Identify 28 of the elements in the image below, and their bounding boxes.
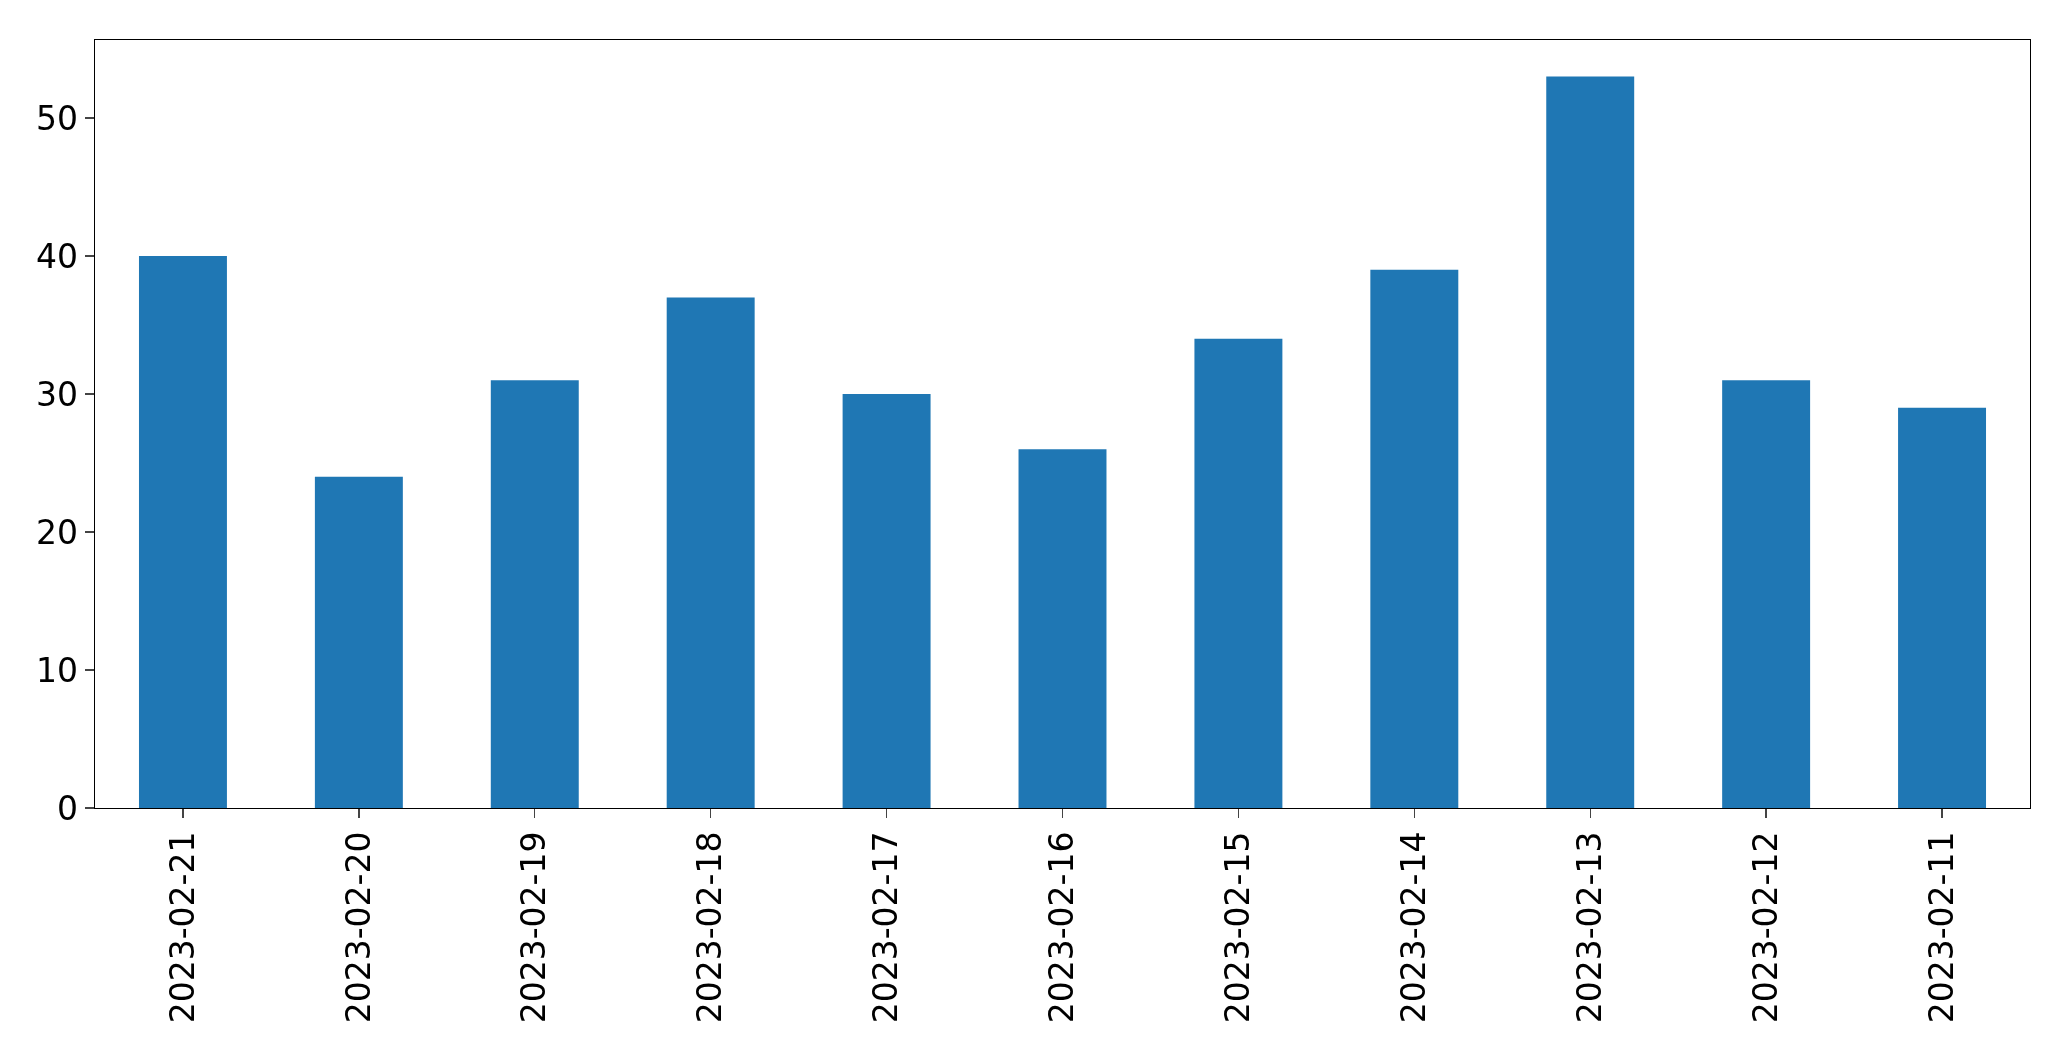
bar [842,393,931,808]
bar [1018,449,1107,808]
bar [1370,269,1459,808]
x-tick-label: 2023-02-17 [866,831,906,1024]
bar [1722,380,1811,808]
x-tick-label: 2023-02-11 [1921,831,1961,1024]
bar [1546,76,1635,808]
x-tick-label: 2023-02-13 [1569,831,1609,1024]
x-tick-label: 2023-02-21 [162,831,202,1024]
x-tick-label: 2023-02-16 [1042,831,1082,1024]
bar [1898,407,1987,808]
bar [314,476,403,808]
x-tick-label: 2023-02-12 [1745,831,1785,1024]
y-tick-label: 0 [57,788,79,828]
y-tick-label: 40 [36,236,79,276]
y-tick-label: 10 [36,650,79,690]
bar [1194,338,1283,808]
x-tick-label: 2023-02-14 [1394,831,1434,1024]
bar [490,380,579,808]
x-tick-label: 2023-02-15 [1218,831,1258,1024]
y-tick-label: 50 [36,98,79,138]
bar [666,297,755,808]
x-tick-label: 2023-02-20 [338,831,378,1024]
x-tick-label: 2023-02-19 [514,831,554,1024]
y-tick-label: 20 [36,512,79,552]
x-tick-label: 2023-02-18 [690,831,730,1024]
bar [138,255,227,808]
y-tick-label: 30 [36,374,79,414]
